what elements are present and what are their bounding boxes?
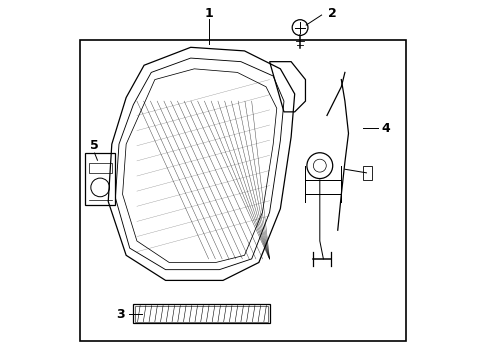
Bar	[362, 166, 371, 180]
Text: 2: 2	[327, 7, 336, 20]
Text: 4: 4	[381, 122, 390, 135]
Bar	[88, 163, 112, 173]
Text: 1: 1	[204, 7, 213, 20]
Text: 3: 3	[116, 308, 125, 321]
Text: 5: 5	[90, 139, 99, 152]
Bar	[133, 304, 269, 323]
Bar	[135, 306, 267, 321]
Bar	[85, 153, 115, 205]
Bar	[80, 40, 405, 341]
